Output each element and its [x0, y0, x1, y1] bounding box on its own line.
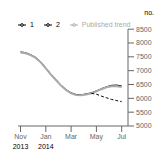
svg-text:6000: 6000	[136, 95, 152, 102]
svg-text:7500: 7500	[136, 53, 152, 60]
html-text:1: 1	[30, 21, 34, 28]
html-text:no.: no.	[144, 9, 154, 16]
svg-text:7000: 7000	[136, 67, 152, 74]
html-text:2014: 2014	[38, 143, 54, 150]
svg-text:8000: 8000	[136, 39, 152, 46]
svg-text:Jan: Jan	[40, 133, 51, 140]
html-text:2013: 2013	[12, 143, 29, 150]
svg-text:8500: 8500	[136, 26, 152, 33]
svg-text:6500: 6500	[136, 81, 152, 88]
html-text:2: 2	[55, 21, 60, 28]
svg-text:5500: 5500	[136, 109, 152, 116]
svg-text:Jul: Jul	[117, 133, 126, 140]
html-text:Published trend: Published trend	[81, 21, 131, 28]
svg-text:Mar: Mar	[65, 133, 78, 140]
svg-text:5000: 5000	[136, 122, 152, 129]
svg-text:Nov: Nov	[14, 133, 27, 140]
svg-text:May: May	[90, 133, 104, 141]
